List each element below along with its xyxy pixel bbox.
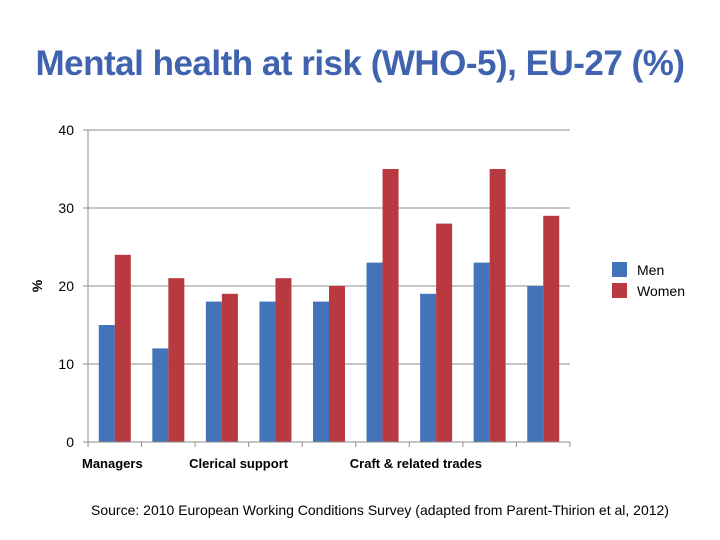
bar-women-1	[114, 254, 131, 442]
axis-labels: 0 10 20 30 40% Managers Clerical support Craft …	[29, 122, 482, 471]
bar-men-5	[313, 301, 329, 442]
y-tick-label: 30	[58, 200, 74, 216]
bars	[98, 169, 560, 442]
bar-women-2	[168, 278, 185, 442]
x-category-label: Clerical support	[189, 456, 289, 471]
x-category-label: Managers	[82, 456, 143, 471]
bar-women-8	[489, 169, 506, 442]
x-category-label: Craft & related trades	[350, 456, 482, 471]
legend-label-men: Men	[637, 262, 664, 278]
bar-chart: 0 10 20 30 40% Managers Clerical support Craft …	[29, 122, 685, 471]
bar-men-4	[259, 301, 276, 442]
bar-men-6	[366, 262, 383, 442]
legend: Men Women	[612, 262, 685, 299]
legend-swatch-women	[612, 283, 627, 298]
bar-women-9	[543, 215, 560, 442]
y-tick-label: 20	[58, 278, 74, 294]
y-axis-label: %	[29, 279, 45, 292]
bar-women-5	[329, 286, 345, 442]
bar-men-9	[527, 286, 544, 442]
bar-men-7	[420, 293, 437, 442]
bar-women-3	[221, 293, 238, 442]
axes	[83, 129, 571, 447]
bar-men-2	[152, 348, 169, 442]
bar-women-6	[382, 169, 399, 442]
chart-title: Mental health at risk (WHO-5), EU-27 (%)	[35, 44, 685, 83]
y-tick-label: 40	[58, 122, 74, 138]
source-note: Source: 2010 European Working Conditions…	[91, 502, 669, 518]
bar-men-8	[473, 262, 490, 442]
legend-swatch-men	[612, 262, 627, 277]
y-tick-label: 0	[66, 434, 74, 450]
bar-women-7	[436, 223, 453, 442]
legend-label-women: Women	[637, 283, 685, 299]
bar-women-4	[275, 278, 292, 442]
bar-men-3	[205, 301, 222, 442]
y-tick-label: 10	[58, 356, 74, 372]
bar-men-1	[98, 325, 115, 442]
